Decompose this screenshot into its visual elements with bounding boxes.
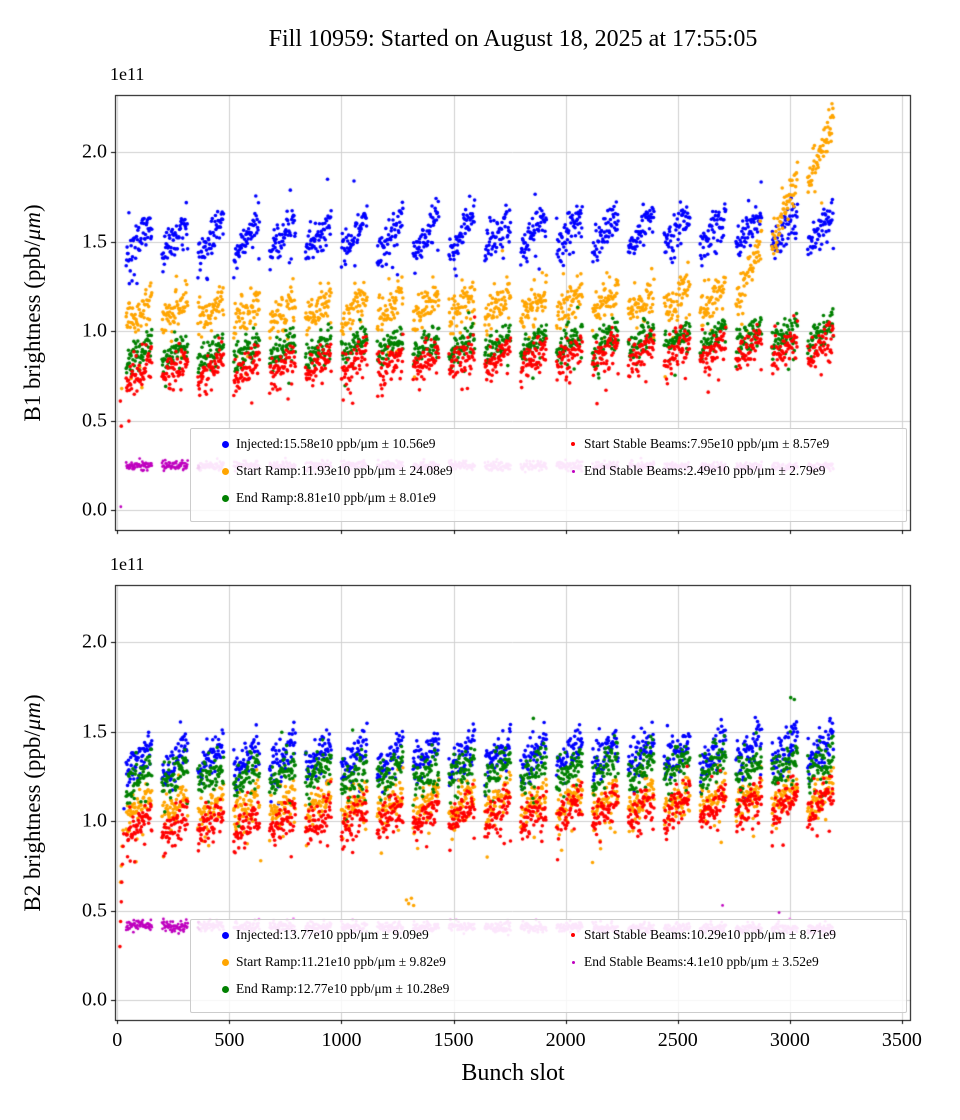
legend-label-end-ramp: End Ramp:8.81e10 ppb/μm ± 8.01e9 [236, 490, 436, 505]
legend-b2: Injected:13.77e10 ppb/μm ± 9.09e9 Start … [190, 919, 907, 1013]
legend-label-start-ramp: Start Ramp:11.93e10 ppb/μm ± 24.08e9 [236, 463, 453, 478]
y-axis-label-b1-mu: μm [20, 212, 45, 241]
y-axis-label-b2-mu: μm [20, 702, 45, 731]
legend-marker-injected-icon [221, 440, 229, 448]
x-tick-label: 2000 [545, 1029, 586, 1051]
y-offset-label-b2: 1e11 [110, 554, 145, 574]
legend-marker-end-ramp-icon [221, 494, 229, 502]
legend-item-b1-injected: Injected:15.58e10 ppb/μm ± 10.56e9 [217, 434, 435, 454]
y-axis-label-b2-text: B2 brightness (ppb/ [20, 730, 45, 912]
legend-label-end-stable: End Stable Beams:2.49e10 ppb/μm ± 2.79e9 [584, 463, 826, 478]
legend-marker-injected-icon [221, 931, 229, 939]
legend-marker-start-stable-icon [571, 442, 575, 446]
legend-label-start-stable: Start Stable Beams:10.29e10 ppb/μm ± 8.7… [584, 927, 836, 942]
legend-item-b1-start-ramp: Start Ramp:11.93e10 ppb/μm ± 24.08e9 [217, 461, 453, 481]
x-tick-label: 3000 [769, 1029, 810, 1051]
y-tick-label: 2.0 [82, 630, 107, 653]
y-tick-label: 0.5 [82, 409, 107, 432]
x-axis-label: Bunch slot [461, 1060, 565, 1086]
y-tick-label: 1.5 [82, 230, 107, 253]
figure-title: Fill 10959: Started on August 18, 2025 a… [268, 26, 758, 52]
legend-marker-end-stable-icon [571, 469, 575, 473]
y-axis-label-b1-close: ) [20, 204, 45, 213]
x-tick-label: 1000 [321, 1029, 362, 1051]
x-tick-label: 1500 [433, 1029, 474, 1051]
y-tick-label: 1.0 [82, 809, 107, 832]
legend-marker-end-stable-icon [571, 960, 575, 964]
legend-marker-end-ramp-icon [221, 985, 229, 993]
y-axis-label-b1-text: B1 brightness (ppb/ [20, 240, 45, 422]
legend-marker-box [565, 442, 581, 446]
y-axis-label-b2-close: ) [20, 694, 45, 703]
legend-label-start-stable: Start Stable Beams:7.95e10 ppb/μm ± 8.57… [584, 436, 830, 451]
x-tick-label: 500 [214, 1029, 245, 1051]
legend-label-end-ramp: End Ramp:12.77e10 ppb/μm ± 10.28e9 [236, 981, 450, 996]
legend-marker-start-stable-icon [571, 933, 575, 937]
legend-item-b2-start-stable: Start Stable Beams:10.29e10 ppb/μm ± 8.7… [565, 925, 836, 945]
y-tick-label: 0.0 [82, 988, 107, 1011]
legend-item-b2-end-stable: End Stable Beams:4.1e10 ppb/μm ± 3.52e9 [565, 952, 819, 972]
legend-item-b1-start-stable: Start Stable Beams:7.95e10 ppb/μm ± 8.57… [565, 434, 829, 454]
legend-marker-start-ramp-icon [221, 958, 229, 966]
legend-marker-start-ramp-icon [221, 467, 229, 475]
y-offset-label-b1: 1e11 [110, 64, 145, 84]
legend-label-injected: Injected:15.58e10 ppb/μm ± 10.56e9 [236, 436, 436, 451]
legend-marker-box [565, 469, 581, 473]
legend-b1: Injected:15.58e10 ppb/μm ± 10.56e9 Start… [190, 428, 907, 522]
legend-label-start-ramp: Start Ramp:11.21e10 ppb/μm ± 9.82e9 [236, 954, 446, 969]
legend-item-b1-end-ramp: End Ramp:8.81e10 ppb/μm ± 8.01e9 [217, 488, 436, 508]
x-tick-label: 3500 [881, 1029, 922, 1051]
y-tick-label: 0.5 [82, 899, 107, 922]
y-axis-label-b1: B1 brightness (ppb/μm) [20, 204, 46, 421]
y-tick-label: 2.0 [82, 140, 107, 163]
legend-marker-box [217, 985, 233, 993]
legend-item-b2-start-ramp: Start Ramp:11.21e10 ppb/μm ± 9.82e9 [217, 952, 446, 972]
x-tick-label: 2500 [657, 1029, 698, 1051]
legend-item-b1-end-stable: End Stable Beams:2.49e10 ppb/μm ± 2.79e9 [565, 461, 826, 481]
legend-item-b2-end-ramp: End Ramp:12.77e10 ppb/μm ± 10.28e9 [217, 979, 449, 999]
x-tick-label: 0 [112, 1029, 123, 1051]
legend-marker-box [217, 958, 233, 966]
legend-item-b2-injected: Injected:13.77e10 ppb/μm ± 9.09e9 [217, 925, 429, 945]
legend-label-end-stable: End Stable Beams:4.1e10 ppb/μm ± 3.52e9 [584, 954, 819, 969]
legend-label-injected: Injected:13.77e10 ppb/μm ± 9.09e9 [236, 927, 429, 942]
y-tick-label: 1.5 [82, 720, 107, 743]
legend-marker-box [217, 467, 233, 475]
legend-marker-box [217, 494, 233, 502]
y-tick-label: 1.0 [82, 319, 107, 342]
legend-marker-box [565, 933, 581, 937]
y-tick-label: 0.0 [82, 498, 107, 521]
legend-marker-box [217, 440, 233, 448]
legend-marker-box [565, 960, 581, 964]
y-axis-label-b2: B2 brightness (ppb/μm) [20, 694, 46, 911]
legend-marker-box [217, 931, 233, 939]
